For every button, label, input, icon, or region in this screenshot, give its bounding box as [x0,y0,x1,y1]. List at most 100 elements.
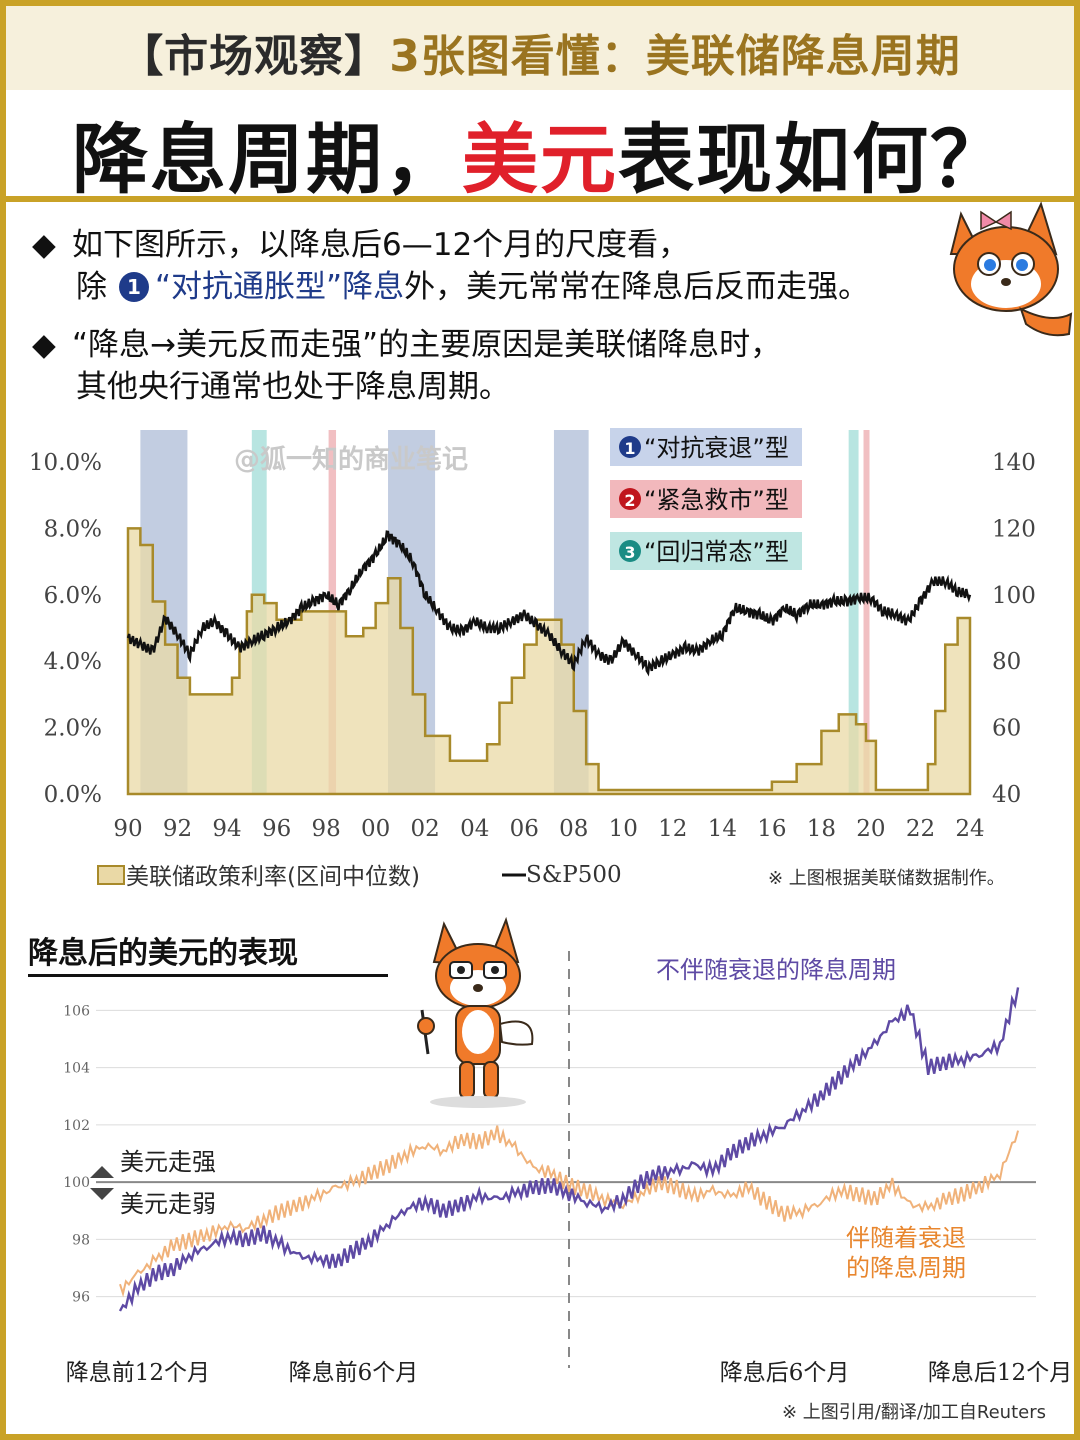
y-left-tick-label: 0.0% [44,782,102,808]
dollar-weaker-label: 美元走弱 [120,1190,216,1218]
y-right-tick-label: 40 [992,782,1021,808]
x-tick-label: 92 [163,816,192,842]
fed-rate-area [126,527,972,796]
legend-type-1-label: “对抗衰退”型 [644,434,789,462]
main-title: 降息周期，美元表现如何？ [6,98,1074,208]
y-right-tick-label: 100 [992,583,1036,609]
x-tick-label: 94 [212,816,241,842]
x-tick-label: 96 [262,816,291,842]
x-tick-label: 04 [460,816,489,842]
legend-type-2: 2 “紧急救市”型 [610,480,802,518]
fox-teacher-mascot [417,916,534,1108]
y-right-tick-label: 140 [992,450,1036,476]
shaded-band-type-2 [863,430,870,794]
chart1-axes: 0.0%2.0%4.0%6.0%8.0%10.0%406080100120140… [29,450,1036,842]
chart2-lines [118,987,1020,1312]
y-left-tick-label: 2.0% [44,716,102,742]
bullet-1-quote: “对抗通胀型”降息 [155,269,405,305]
header-title: 【市场观察】3张图看懂：美联储降息周期 [6,20,1074,84]
x-tick-label: 14 [708,816,737,842]
non-recession-line [118,987,1020,1312]
chart2-note: ※ 上图引用/翻译/加工自Reuters [782,1402,1046,1423]
x-tick-label: 降息后12个月 [928,1360,1072,1386]
legend-type-3: 3 “回归常态”型 [610,532,802,570]
x-tick-label: 降息前6个月 [289,1360,419,1386]
diamond-bullet-icon: ◆ [32,327,56,363]
x-tick-label: 00 [361,816,390,842]
header-subtitle: 3张图看懂：美联储降息周期 [389,31,961,82]
y-tick-label: 98 [72,1232,90,1248]
y-tick-label: 104 [63,1061,90,1077]
label-recession-l1: 伴随着衰退 [846,1224,966,1252]
x-tick-label: 18 [807,816,836,842]
y-tick-label: 102 [63,1118,90,1134]
shaded-band-type-3 [848,430,859,794]
svg-text:2: 2 [624,491,635,510]
legend-sp-label: S&P500 [526,862,622,888]
y-tick-label: 96 [72,1290,90,1306]
header-band [6,6,1074,90]
bullet-1: ◆ 如下图所示，以降息后6—12个月的尺度看， [32,224,689,266]
bullet-2-line-1: “降息→美元反而走强”的主要原因是美联储降息时， [72,327,782,363]
bullet-1-post: 外，美元常常在降息后反而走强。 [404,269,870,305]
x-tick-label: 12 [658,816,687,842]
bullet-1-line2: 除 1 “对抗通胀型”降息外，美元常常在降息后反而走强。 [32,266,869,308]
y-left-tick-label: 8.0% [44,516,102,542]
dollar-stronger-label: 美元走强 [120,1148,216,1176]
legend-type-3-label: “回归常态”型 [644,538,789,566]
gold-divider [6,196,1074,202]
legend-rate-label: 美联储政策利率(区间中位数) [126,864,420,890]
bullet-1-line-1: 如下图所示，以降息后6—12个月的尺度看， [72,227,690,263]
legend-rate-swatch [97,865,125,885]
y-right-tick-label: 120 [992,516,1036,542]
sp500-line [126,530,972,677]
main-title-part2: 美元 [462,115,618,204]
down-triangle-icon [90,1188,114,1200]
header-tag: 【市场观察】 [119,31,390,82]
chart2-title-underline [28,974,388,977]
legend-type-1: 1 “对抗衰退”型 [610,428,802,466]
x-tick-label: 降息后6个月 [720,1360,850,1386]
x-tick-label: 16 [757,816,786,842]
rate-sp500-chart: 0.0%2.0%4.0%6.0%8.0%10.0%406080100120140… [29,428,1036,890]
chart1-note: ※ 上图根据美联储数据制作。 [768,868,1005,889]
bullet-2: ◆ “降息→美元反而走强”的主要原因是美联储降息时， [32,324,781,366]
x-tick-label: 98 [311,816,340,842]
bullet-2-line2: 其他央行通常也处于降息周期。 [32,366,510,408]
label-non-recession: 不伴随衰退的降息周期 [656,956,896,984]
recession-line [119,1125,1020,1298]
bullet-2-line-2: 其他央行通常也处于降息周期。 [76,369,510,405]
y-right-tick-label: 80 [992,649,1021,675]
x-tick-label: 降息前12个月 [66,1360,210,1386]
label-recession-l2: 的降息周期 [846,1254,966,1282]
up-triangle-icon [90,1166,114,1178]
y-right-tick-label: 60 [992,716,1021,742]
legend-type-2-label: “紧急救市”型 [644,486,789,514]
svg-text:1: 1 [624,439,635,458]
chart2-title: 降息后的美元的表现 [28,936,298,971]
type-1-badge: 1 [119,272,149,302]
svg-text:3: 3 [624,543,635,562]
diamond-bullet-icon: ◆ [32,227,56,263]
chart2-axes: 降息前12个月 降息前6个月 降息后6个月 降息后12个月 [66,1360,1072,1386]
x-tick-label: 24 [955,816,984,842]
main-title-part1: 降息周期， [72,115,462,204]
x-tick-label: 90 [113,816,142,842]
x-tick-label: 06 [510,816,539,842]
fox-mascot-top [949,201,1073,337]
chart1-sp500-line [126,530,972,677]
y-tick-label: 106 [63,1003,90,1019]
watermark: @狐一知的商业笔记 [234,444,468,475]
chart2-grid: 96 98 100 102 104 106 [63,951,1036,1368]
x-tick-label: 08 [559,816,588,842]
y-left-tick-label: 10.0% [29,450,102,476]
main-title-part3: 表现如何？ [618,115,1008,204]
dollar-performance-chart: 降息后的美元的表现 96 98 100 102 104 106 降息前12个月 降息前6个月… [28,916,1072,1423]
y-tick-label: 100 [63,1175,90,1191]
x-tick-label: 22 [906,816,935,842]
x-tick-label: 20 [856,816,885,842]
bullet-1-pre: 除 [76,269,107,305]
y-left-tick-label: 4.0% [44,649,102,675]
x-tick-label: 10 [609,816,638,842]
